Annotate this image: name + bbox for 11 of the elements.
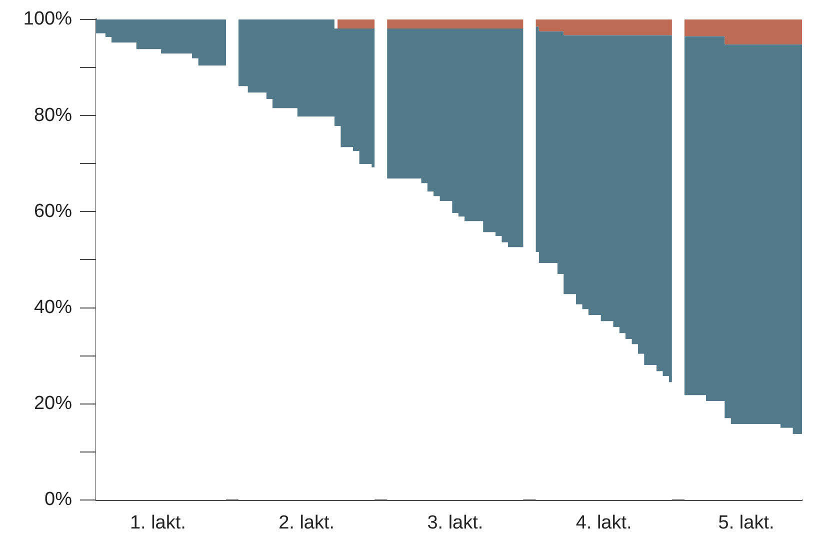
x-tick-label: 5. lakt. (718, 512, 774, 534)
y-tick-label: 60% (34, 200, 72, 222)
y-tick-label: 0% (44, 489, 72, 510)
y-tick-label: 20% (34, 393, 72, 414)
y-tick-label: 100% (23, 8, 72, 30)
x-tick-label: 1. lakt. (130, 512, 186, 534)
x-tick-label: 4. lakt. (576, 512, 632, 534)
y-tick-label: 40% (34, 296, 72, 318)
x-tick-label: 2. lakt. (278, 512, 335, 534)
y-tick-label: 80% (34, 104, 72, 126)
x-tick-label: 3. lakt. (427, 512, 484, 534)
